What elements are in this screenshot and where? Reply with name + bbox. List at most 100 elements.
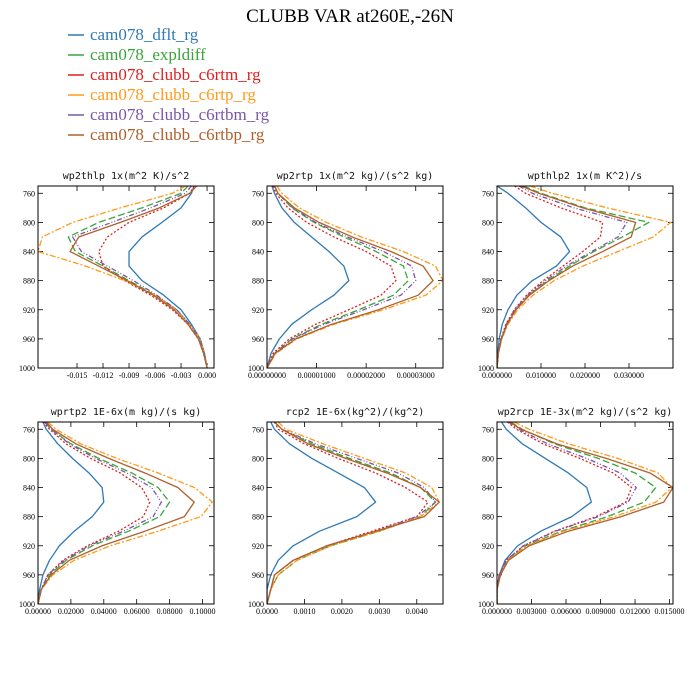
plot-frame	[266, 185, 444, 369]
panel-2: wp2rtp 1x(m^2 kg)/(s^2 kg) 760 800 840 880 92…	[248, 171, 444, 380]
x-tick-label: 0.000	[198, 371, 216, 380]
legend: cam078_dflt_rgcam078_expldiffcam078_club…	[68, 25, 270, 144]
panel-title: wp2rtp 1x(m^2 kg)/(s^2 kg)	[277, 171, 434, 182]
series-line	[497, 186, 637, 368]
series-line	[497, 186, 650, 368]
series-line	[267, 186, 350, 368]
x-tick-label: 0.0000	[256, 607, 278, 616]
series-group	[497, 186, 672, 368]
series-line	[267, 422, 377, 604]
series-line	[267, 186, 434, 368]
series-line	[267, 186, 417, 368]
x-tick-label: 0.10000	[189, 607, 215, 616]
y-tick-label: 920	[482, 542, 494, 551]
x-tick-label: 0.0030	[368, 607, 390, 616]
y-tick-label: 800	[482, 454, 494, 463]
panel-title: wpthlp2 1x(m K^2)/s	[528, 171, 642, 182]
x-tick-label: 0.0010	[293, 607, 315, 616]
y-tick-label: 1000	[478, 600, 494, 609]
y-tick-label: 960	[23, 335, 35, 344]
y-tick-label: 880	[252, 513, 264, 522]
series-line	[38, 422, 214, 604]
panel-title: wprtp2 1E-6x(m kg)/(s kg)	[51, 407, 202, 418]
y-tick-label: 960	[482, 571, 494, 580]
y-tick-label: 920	[23, 306, 35, 315]
y-tick-label: 960	[23, 571, 35, 580]
plot-frame	[496, 185, 674, 369]
y-tick-label: 840	[482, 248, 494, 257]
x-tick-label: 0.003000	[517, 607, 547, 616]
x-tick-label: -0.015	[67, 371, 88, 380]
y-tick-label: 760	[482, 425, 494, 434]
series-line	[267, 422, 437, 604]
panel-5: rcp2 1E-6x(kg^2)/(kg^2) 760 800 840 880 920 96…	[248, 407, 444, 616]
plot-frame	[37, 185, 215, 369]
x-tick-label: 0.000000	[482, 607, 512, 616]
series-group	[38, 422, 214, 604]
y-tick-label: 880	[482, 277, 494, 286]
series-line	[38, 422, 105, 604]
x-tick-label: 0.00000000	[248, 371, 286, 380]
x-tick-label: 0.02000	[58, 607, 84, 616]
panel-3: wpthlp2 1x(m K^2)/s 760 800 840 880 920 960 100…	[478, 171, 674, 380]
x-tick-label: 0.00001000	[298, 371, 336, 380]
y-tick-label: 760	[482, 189, 494, 198]
series-line	[38, 422, 151, 604]
series-line	[497, 422, 633, 604]
series-group	[267, 186, 443, 368]
y-tick-label: 840	[252, 484, 264, 493]
legend-label: cam078_clubb_c6rtbp_rg	[90, 125, 265, 144]
series-line	[267, 422, 429, 604]
x-tick-label: 0.06000	[124, 607, 150, 616]
legend-label: cam078_clubb_c6rtp_rg	[90, 85, 256, 104]
series-line	[497, 422, 673, 604]
panel-6: wp2rcp 1E-3x(m^2 kg)/(s^2 kg) 760 800 840 88…	[478, 407, 685, 616]
y-tick-label: 1000	[19, 364, 35, 373]
y-tick-label: 920	[482, 306, 494, 315]
series-line	[67, 186, 208, 368]
series-line	[497, 186, 571, 368]
figure-title: CLUBB VAR at260E,-26N	[246, 6, 454, 27]
series-line	[72, 186, 208, 368]
panel-title: wp2rcp 1E-3x(m^2 kg)/(s^2 kg)	[498, 407, 673, 418]
x-tick-label: -0.012	[93, 371, 114, 380]
series-line	[267, 422, 440, 604]
x-tick-label: 0.012000	[620, 607, 650, 616]
panels: wp2thlp 1x(m^2 K)/s^2 760 800 840 880 920 960 1…	[19, 171, 685, 616]
y-tick-label: 880	[482, 513, 494, 522]
x-tick-label: 0.020000	[570, 371, 600, 380]
y-tick-label: 960	[252, 571, 264, 580]
x-tick-label: 0.00000	[25, 607, 51, 616]
x-tick-label: 0.08000	[157, 607, 183, 616]
x-tick-label: 0.006000	[551, 607, 581, 616]
series-line	[267, 422, 440, 604]
series-line	[267, 186, 397, 368]
series-line	[38, 422, 171, 604]
y-tick-label: 920	[252, 306, 264, 315]
series-line	[497, 422, 673, 604]
series-line	[128, 186, 208, 368]
x-tick-label: 0.0040	[406, 607, 428, 616]
y-tick-label: 840	[482, 484, 494, 493]
panel-title: rcp2 1E-6x(kg^2)/(kg^2)	[286, 407, 424, 418]
y-tick-label: 800	[23, 218, 35, 227]
series-line	[497, 186, 672, 368]
y-tick-label: 920	[23, 542, 35, 551]
series-line	[38, 422, 163, 604]
panel-title: wp2thlp 1x(m^2 K)/s^2	[63, 171, 189, 182]
y-tick-label: 840	[23, 484, 35, 493]
plot-frame	[37, 421, 215, 605]
series-line	[267, 422, 437, 604]
y-tick-label: 1000	[478, 364, 494, 373]
y-tick-label: 800	[252, 218, 264, 227]
x-tick-label: 0.00002000	[347, 371, 385, 380]
x-tick-label: -0.006	[145, 371, 166, 380]
panel-4: wprtp2 1E-6x(m kg)/(s kg) 760 800 840 880 920…	[19, 407, 215, 616]
y-tick-label: 760	[23, 189, 35, 198]
x-tick-label: -0.003	[171, 371, 192, 380]
y-tick-label: 880	[23, 277, 35, 286]
x-tick-label: 0.009000	[586, 607, 616, 616]
y-tick-label: 760	[252, 189, 264, 198]
x-tick-label: 0.04000	[91, 607, 117, 616]
